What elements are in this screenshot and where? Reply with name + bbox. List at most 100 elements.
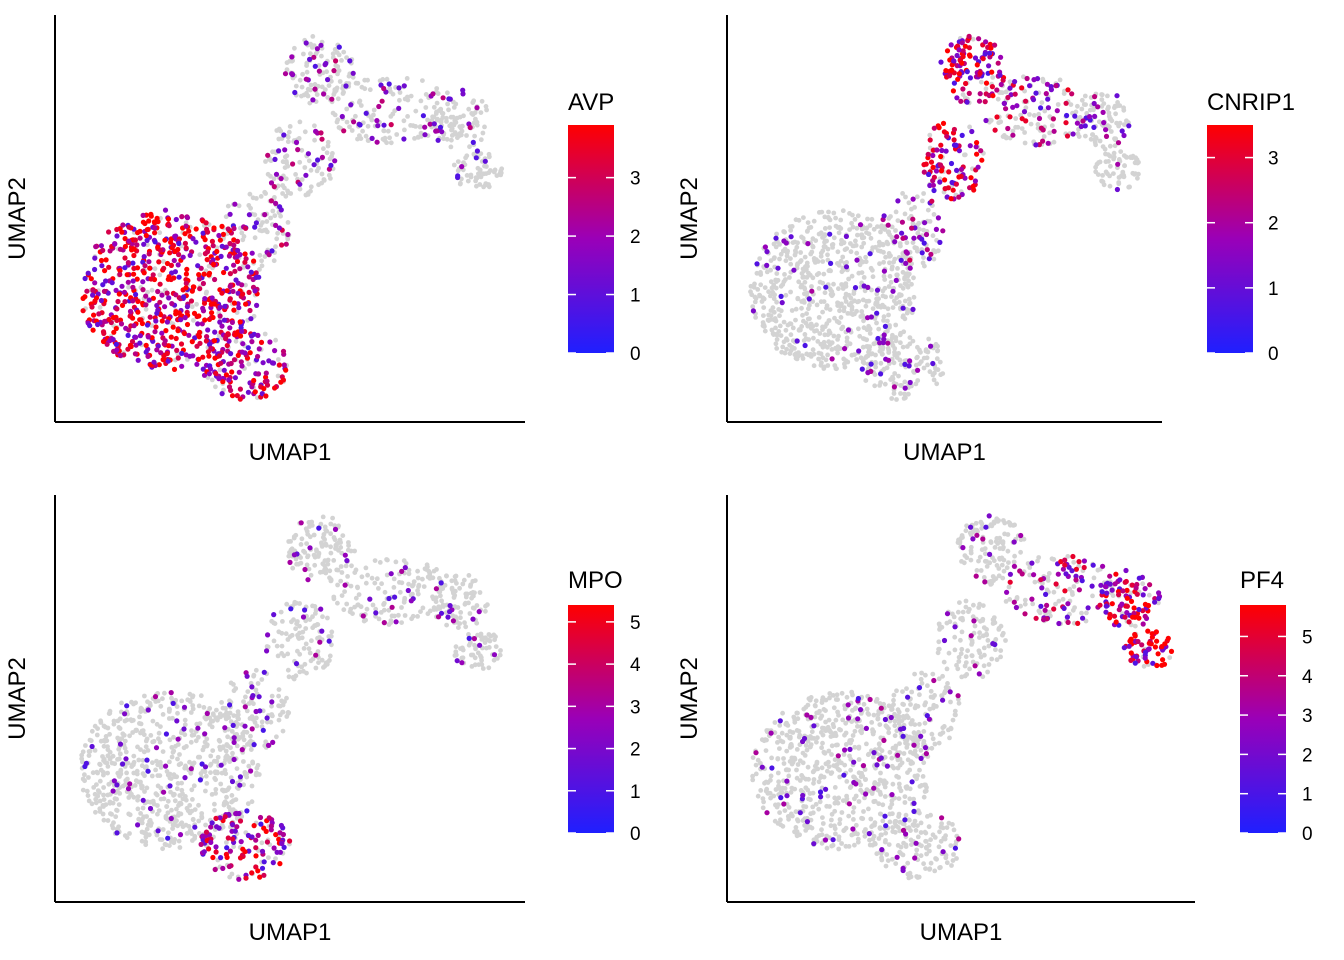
cell-point bbox=[937, 359, 943, 365]
cell-point bbox=[433, 599, 439, 605]
expressing-cell-point bbox=[482, 158, 488, 164]
cell-point bbox=[247, 191, 253, 197]
expressing-cell-point bbox=[114, 233, 120, 239]
cell-point bbox=[889, 341, 895, 346]
cell-point bbox=[810, 324, 816, 329]
expressing-cell-point bbox=[200, 305, 206, 311]
cell-point bbox=[263, 191, 268, 196]
expressing-cell-point bbox=[85, 270, 91, 276]
cell-point bbox=[445, 101, 450, 107]
cell-point bbox=[889, 396, 895, 401]
cell-point bbox=[197, 754, 203, 760]
cell-point bbox=[320, 535, 326, 540]
cell-point bbox=[386, 622, 392, 627]
expressing-cell-point bbox=[92, 280, 98, 286]
expressing-cell-point bbox=[225, 226, 231, 232]
y-axis-label: UMAP2 bbox=[4, 657, 31, 740]
cell-point bbox=[837, 817, 843, 822]
expressing-cell-point bbox=[964, 99, 970, 105]
cell-point bbox=[462, 620, 467, 626]
cell-point bbox=[1090, 132, 1095, 138]
expressing-cell-point bbox=[202, 317, 208, 323]
cell-point bbox=[1007, 79, 1013, 85]
expressing-cell-point bbox=[130, 284, 136, 290]
legend-tick-label: 2 bbox=[630, 740, 641, 761]
expressing-cell-point bbox=[231, 357, 238, 363]
expressing-cell-point bbox=[323, 60, 329, 67]
expressing-cell-point bbox=[213, 370, 219, 376]
cell-point bbox=[1123, 154, 1129, 160]
cell-point bbox=[402, 613, 408, 618]
cell-point bbox=[802, 291, 807, 297]
cell-point bbox=[387, 135, 392, 141]
cell-point bbox=[787, 275, 792, 280]
cell-point bbox=[921, 794, 927, 800]
expressing-cell-point bbox=[131, 323, 137, 329]
expressing-cell-point bbox=[120, 761, 126, 767]
cell-point bbox=[477, 182, 483, 187]
expressing-cell-point bbox=[1045, 140, 1051, 146]
expressing-cell-point bbox=[986, 63, 992, 69]
expressing-cell-point bbox=[100, 338, 107, 345]
expressing-cell-point bbox=[150, 295, 156, 301]
expressing-cell-point bbox=[307, 56, 313, 63]
expressing-cell-point bbox=[212, 329, 218, 335]
expressing-cell-point bbox=[262, 212, 268, 218]
expressing-cell-point bbox=[326, 638, 332, 644]
cell-point bbox=[426, 568, 432, 574]
expressing-cell-point bbox=[145, 353, 151, 359]
cell-point bbox=[80, 759, 85, 765]
cell-point bbox=[385, 557, 390, 563]
expressing-cell-point bbox=[374, 118, 380, 124]
cell-point bbox=[305, 553, 311, 559]
expressing-cell-point bbox=[122, 255, 128, 261]
cell-point bbox=[218, 781, 224, 787]
cell-point bbox=[84, 788, 90, 794]
cell-point bbox=[800, 356, 806, 361]
cell-point bbox=[828, 292, 834, 297]
cell-point bbox=[404, 76, 410, 81]
expressing-cell-point bbox=[946, 73, 953, 79]
cell-point bbox=[877, 383, 882, 388]
cell-point bbox=[967, 124, 972, 130]
cell-point bbox=[935, 343, 940, 349]
cell-point bbox=[371, 112, 376, 118]
cell-point bbox=[813, 801, 819, 807]
expressing-cell-point bbox=[902, 385, 908, 391]
cell-point bbox=[835, 337, 840, 342]
expressing-cell-point bbox=[135, 309, 141, 315]
expressing-cell-point bbox=[239, 328, 245, 334]
cell-point bbox=[454, 580, 459, 586]
expressing-cell-point bbox=[165, 358, 171, 364]
expressing-cell-point bbox=[191, 284, 197, 290]
cell-point bbox=[458, 646, 463, 651]
expressing-cell-point bbox=[974, 151, 980, 157]
cell-point bbox=[452, 588, 458, 594]
cell-point bbox=[329, 629, 335, 635]
legend-colorbar bbox=[568, 605, 614, 833]
cell-point bbox=[107, 731, 112, 737]
expressing-cell-point bbox=[261, 872, 267, 878]
cell-point bbox=[794, 262, 800, 268]
cell-point bbox=[264, 219, 270, 224]
cell-point bbox=[369, 575, 375, 581]
cell-point bbox=[328, 577, 334, 582]
expressing-cell-point bbox=[89, 304, 95, 310]
cell-point bbox=[841, 240, 847, 245]
cell-point bbox=[353, 595, 359, 601]
cell-point bbox=[829, 843, 835, 849]
expressing-cell-point bbox=[930, 164, 936, 170]
cell-point bbox=[1079, 97, 1085, 103]
cell-point bbox=[882, 285, 888, 291]
expressing-cell-point bbox=[204, 710, 210, 717]
expressing-cell-point bbox=[959, 60, 965, 66]
cell-point bbox=[388, 114, 394, 119]
expressing-cell-point bbox=[459, 164, 465, 170]
cell-point bbox=[177, 845, 183, 850]
cell-point bbox=[827, 225, 832, 231]
expressing-cell-point bbox=[1080, 118, 1086, 124]
cell-point bbox=[832, 785, 838, 790]
cell-point bbox=[184, 805, 190, 811]
expressing-cell-point bbox=[268, 180, 275, 186]
